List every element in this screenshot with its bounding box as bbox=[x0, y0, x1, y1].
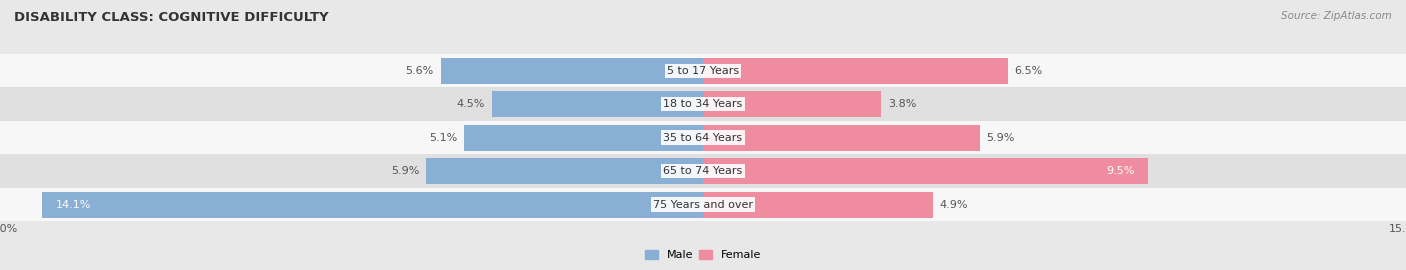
Text: 18 to 34 Years: 18 to 34 Years bbox=[664, 99, 742, 109]
Text: 4.5%: 4.5% bbox=[457, 99, 485, 109]
Text: 9.5%: 9.5% bbox=[1105, 166, 1135, 176]
Bar bbox=[703, 58, 1008, 84]
Text: 4.9%: 4.9% bbox=[939, 200, 969, 210]
Text: 3.8%: 3.8% bbox=[889, 99, 917, 109]
Bar bbox=[426, 158, 703, 184]
Text: 75 Years and over: 75 Years and over bbox=[652, 200, 754, 210]
Text: 5 to 17 Years: 5 to 17 Years bbox=[666, 66, 740, 76]
Bar bbox=[464, 125, 703, 151]
Bar bbox=[703, 158, 1149, 184]
Bar bbox=[492, 91, 703, 117]
Bar bbox=[0, 154, 1406, 188]
Bar bbox=[703, 125, 980, 151]
Bar bbox=[440, 58, 703, 84]
Text: Source: ZipAtlas.com: Source: ZipAtlas.com bbox=[1281, 11, 1392, 21]
Text: 14.1%: 14.1% bbox=[56, 200, 91, 210]
Text: 5.6%: 5.6% bbox=[405, 66, 433, 76]
Bar bbox=[0, 54, 1406, 87]
Text: 5.1%: 5.1% bbox=[429, 133, 457, 143]
Text: 5.9%: 5.9% bbox=[987, 133, 1015, 143]
Text: 5.9%: 5.9% bbox=[391, 166, 419, 176]
Bar bbox=[0, 87, 1406, 121]
Bar bbox=[0, 121, 1406, 154]
Bar bbox=[0, 188, 1406, 221]
Text: 65 to 74 Years: 65 to 74 Years bbox=[664, 166, 742, 176]
Legend: Male, Female: Male, Female bbox=[640, 245, 766, 264]
Text: 35 to 64 Years: 35 to 64 Years bbox=[664, 133, 742, 143]
Bar bbox=[703, 91, 882, 117]
Bar bbox=[703, 192, 932, 218]
Text: 6.5%: 6.5% bbox=[1015, 66, 1043, 76]
Bar bbox=[42, 192, 703, 218]
Text: DISABILITY CLASS: COGNITIVE DIFFICULTY: DISABILITY CLASS: COGNITIVE DIFFICULTY bbox=[14, 11, 329, 24]
